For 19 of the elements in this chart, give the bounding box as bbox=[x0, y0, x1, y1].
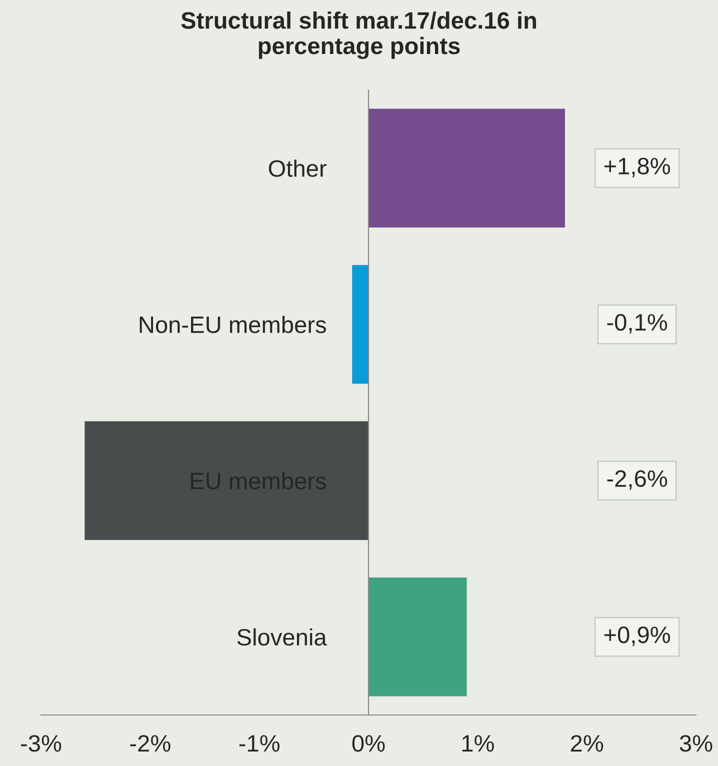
data-label: +1,8% bbox=[604, 158, 670, 178]
data-label: -0,1% bbox=[607, 314, 668, 334]
bar bbox=[352, 265, 368, 384]
y-tick-label: Other bbox=[268, 160, 326, 177]
data-label: -2,6% bbox=[607, 470, 668, 490]
x-tick-label: -3% bbox=[21, 735, 62, 752]
y-tick-label: Slovenia bbox=[237, 628, 327, 646]
bar bbox=[84, 421, 368, 540]
bar bbox=[368, 578, 467, 696]
chart-title: Structural shift mar.17/dec.16 in percentage points bbox=[181, 11, 536, 60]
bar bbox=[368, 108, 565, 228]
x-tick-label: -1% bbox=[239, 735, 280, 752]
y-tick-label: Non-EU members bbox=[140, 316, 326, 334]
x-tick-label: 1% bbox=[462, 735, 494, 752]
x-tick-label: 3% bbox=[680, 735, 712, 752]
x-tick-label: 0% bbox=[352, 735, 385, 752]
x-tick-label: 2% bbox=[570, 735, 604, 752]
x-tick-label: -2% bbox=[130, 735, 170, 752]
data-label: +0,9% bbox=[604, 626, 670, 646]
